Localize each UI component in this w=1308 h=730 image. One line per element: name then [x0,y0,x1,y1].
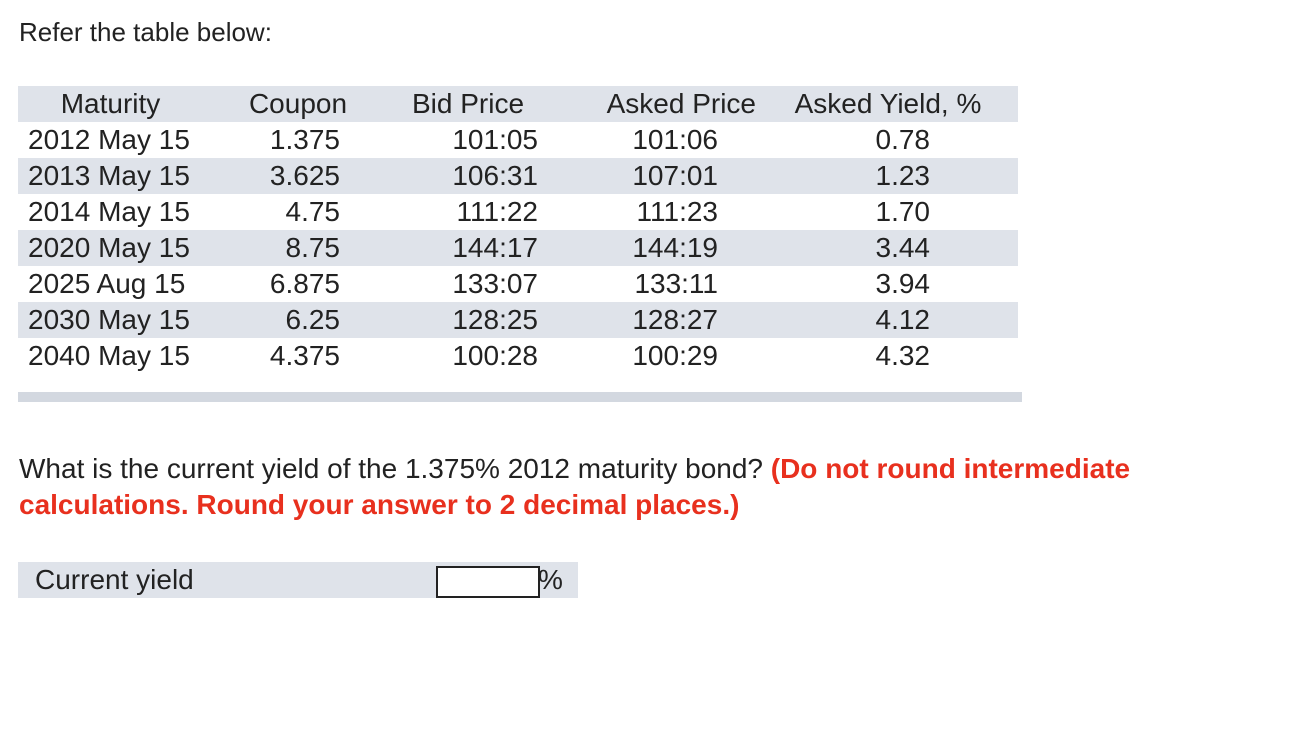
question-text: What is the current yield of the 1.375% … [19,451,1289,523]
cell-asked-price: 100:29 [632,340,718,371]
table-row: 2025 Aug 15 6.875 133:07 133:11 3.94 [18,266,1018,302]
header-bid-price: Bid Price [411,88,525,119]
cell-asked-yield: 0.78 [875,124,931,155]
cell-asked-price: 144:19 [632,232,718,263]
cell-bid-price: 133:07 [452,268,538,299]
cell-maturity: 2012 May 15 [28,124,190,155]
answer-row: Current yield % [18,562,578,598]
cell-asked-yield: 1.23 [875,160,931,191]
cell-asked-price: 111:23 [636,196,718,227]
cell-asked-yield: 4.32 [875,340,931,371]
cell-coupon: 4.75 [285,196,341,227]
cell-coupon: 6.875 [269,268,340,299]
cell-coupon: 3.625 [269,160,340,191]
cell-coupon: 1.375 [269,124,340,155]
intro-text: Refer the table below: [19,17,272,47]
header-asked-yield: Asked Yield, % [794,88,982,119]
cell-coupon: 4.375 [269,340,340,371]
cell-maturity: 2020 May 15 [28,232,190,263]
cell-bid-price: 100:28 [452,340,538,371]
cell-coupon: 8.75 [285,232,341,263]
cell-asked-yield: 1.70 [875,196,931,227]
table-row: 2020 May 15 8.75 144:17 144:19 3.44 [18,230,1018,266]
table-footer-bar [18,392,1022,402]
cell-asked-yield: 3.94 [875,268,931,299]
table-row: 2013 May 15 3.625 106:31 107:01 1.23 [18,158,1018,194]
question-instruction: (Do not round intermediate calculations.… [19,453,1131,520]
cell-maturity: 2013 May 15 [28,160,190,191]
percent-unit: % [538,564,563,595]
header-asked-price: Asked Price [606,88,756,119]
table-row: 2014 May 15 4.75 111:22 111:23 1.70 [18,194,1018,230]
cell-asked-yield: 4.12 [875,304,931,335]
current-yield-input[interactable] [436,566,540,598]
cell-asked-yield: 3.44 [875,232,931,263]
cell-bid-price: 128:25 [452,304,538,335]
cell-maturity: 2025 Aug 15 [28,268,186,299]
cell-coupon: 6.25 [285,304,341,335]
cell-maturity: 2030 May 15 [28,304,190,335]
cell-asked-price: 133:11 [634,268,718,299]
cell-bid-price: 101:05 [452,124,538,155]
question-prompt: What is the current yield of the 1.375% … [19,453,771,484]
cell-bid-price: 111:22 [456,196,538,227]
cell-maturity: 2040 May 15 [28,340,190,371]
table-header-row: Maturity Coupon Bid Price Asked Price As… [18,86,1018,122]
cell-bid-price: 106:31 [452,160,538,191]
bond-table: Maturity Coupon Bid Price Asked Price As… [18,86,1018,374]
header-maturity: Maturity [60,88,161,119]
cell-asked-price: 101:06 [632,124,718,155]
table-row: 2040 May 15 4.375 100:28 100:29 4.32 [18,338,1018,374]
cell-maturity: 2014 May 15 [28,196,190,227]
cell-asked-price: 107:01 [632,160,718,191]
table-row: 2030 May 15 6.25 128:25 128:27 4.12 [18,302,1018,338]
cell-asked-price: 128:27 [632,304,718,335]
table-row: 2012 May 15 1.375 101:05 101:06 0.78 [18,122,1018,158]
header-coupon: Coupon [248,88,348,119]
current-yield-label: Current yield [35,564,194,595]
cell-bid-price: 144:17 [452,232,538,263]
